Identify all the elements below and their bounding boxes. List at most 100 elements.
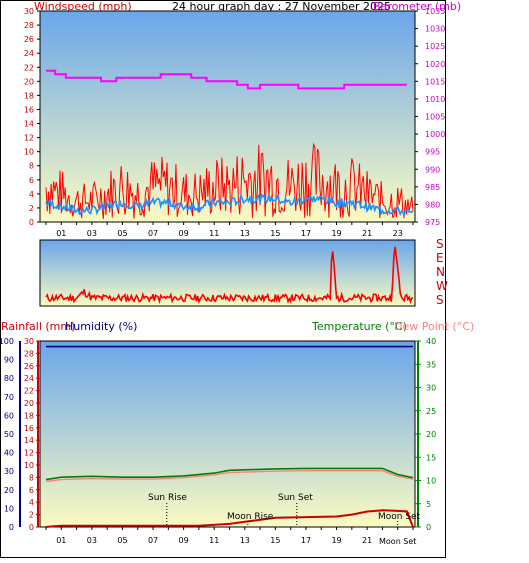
windspeed-tick-label: 8 [29, 162, 34, 171]
temperature-tick-label: 0 [426, 523, 431, 532]
hour-label: 09 [179, 229, 189, 238]
temperature-tick-label: 30 [426, 384, 436, 393]
rainfall-tick-label: 30 [24, 337, 34, 346]
rainfall-tick-label: 0 [29, 523, 34, 532]
windspeed-tick-label: 2 [29, 204, 34, 213]
hour-label: 21 [362, 536, 372, 545]
temperature-series [45, 467, 414, 481]
hour-label: 23 [393, 229, 403, 238]
direction-label: N [436, 265, 445, 279]
hour-label: 07 [148, 536, 158, 545]
hour-label: 13 [240, 229, 250, 238]
direction-label: S [436, 237, 444, 251]
rainfall-tick-label: 24 [24, 374, 34, 383]
wind-barometer-plot-area [39, 10, 416, 223]
temperature-tick-label: 35 [426, 360, 436, 369]
rainfall-tick-label: 26 [24, 362, 34, 371]
dewpoint-series [45, 470, 414, 483]
barometer-tick-label: 995 [425, 148, 440, 157]
windspeed-tick-label: 14 [24, 120, 34, 129]
hour-label: 21 [362, 229, 372, 238]
rainfall-tick-label: 18 [24, 411, 34, 420]
sun-set-label: Sun Set [278, 493, 313, 503]
barometer-tick-label: 1035 [425, 7, 445, 16]
hour-label: 03 [87, 536, 97, 545]
rainfall-tick-label: 8 [29, 473, 34, 482]
wind-average-series [45, 192, 414, 218]
hour-label: 07 [148, 229, 158, 238]
rainfall-tick-label: 6 [29, 486, 34, 495]
humidity-tick-label: 70 [4, 393, 14, 402]
temperature-plot-area [39, 340, 416, 528]
temperature-axis-title: Temperature (°C) [311, 320, 407, 333]
humidity-tick-label: 40 [4, 449, 14, 458]
hour-label: 11 [209, 229, 219, 238]
windspeed-tick-label: 22 [24, 63, 34, 72]
humidity-tick-label: 60 [4, 411, 14, 420]
direction-label: S [436, 293, 444, 307]
wind-direction-series [45, 246, 414, 305]
sun-moon-events [166, 503, 399, 527]
barometer-tick-label: 1030 [425, 25, 445, 34]
windspeed-tick-label: 16 [24, 105, 34, 114]
chart-title: 24 hour graph day : 27 November 2025 [172, 0, 391, 13]
temperature-tick-label: 25 [426, 407, 436, 416]
humidity-tick-label: 90 [4, 356, 14, 365]
wind-gust-series [45, 142, 414, 220]
humidity-tick-label: 50 [4, 430, 14, 439]
rainfall-tick-label: 10 [24, 461, 34, 470]
wind-direction-plot-area [39, 239, 416, 307]
moon-set-label: Moon Set [378, 512, 421, 522]
barometer-tick-label: 1015 [425, 77, 445, 86]
windspeed-tick-label: 12 [24, 134, 34, 143]
hour-label: 09 [179, 536, 189, 545]
time-axis-top: 01 03 05 07 09 11 13 15 17 19 21 23 [45, 222, 414, 238]
temperature-tick-label: 5 [426, 500, 431, 509]
hour-label: 11 [209, 536, 219, 545]
hour-label: 19 [331, 229, 341, 238]
rainfall-tick-label: 16 [24, 424, 34, 433]
hour-label: 03 [87, 229, 97, 238]
rainfall-tick-label: 20 [24, 399, 34, 408]
hour-label: 13 [240, 536, 250, 545]
moon-rise-label: Moon Rise [227, 512, 274, 522]
rainfall-tick-label: 14 [24, 436, 34, 445]
barometer-tick-label: 990 [425, 165, 440, 174]
humidity-axis-title: Humidity (%) [65, 320, 137, 333]
barometer-axis-title: Barometer (mb) [373, 0, 461, 13]
rainfall-tick-label: 28 [24, 349, 34, 358]
direction-label: W [436, 279, 448, 293]
windspeed-tick-label: 18 [24, 91, 34, 100]
rainfall-axis-title: Rainfall (mm) [1, 320, 75, 333]
rainfall-tick-label: 22 [24, 387, 34, 396]
humidity-tick-label: 30 [4, 467, 14, 476]
windspeed-tick-label: 4 [29, 190, 34, 199]
hour-label: 15 [270, 536, 280, 545]
rainfall-series [45, 509, 414, 528]
temperature-tick-label: 10 [426, 477, 436, 486]
hour-label: 01 [56, 536, 66, 545]
humidity-tick-label: 20 [4, 486, 14, 495]
barometer-tick-label: 1005 [425, 113, 445, 122]
barometer-tick-label: 1020 [425, 60, 445, 69]
direction-label: E [436, 251, 444, 265]
humidity-tick-label: 80 [4, 374, 14, 383]
humidity-tick-label: 0 [9, 523, 14, 532]
humidity-tick-label: 100 [0, 337, 14, 346]
windspeed-tick-label: 28 [24, 21, 34, 30]
windspeed-tick-label: 24 [24, 49, 34, 58]
bottom-axes: 0102030405060708090100024681012141618202… [0, 337, 436, 545]
hour-label: 15 [270, 229, 280, 238]
barometer-tick-label: 1025 [425, 42, 445, 51]
hour-label: 19 [331, 536, 341, 545]
windspeed-tick-label: 6 [29, 176, 34, 185]
hour-label: 17 [301, 229, 311, 238]
hour-label: 05 [117, 536, 127, 545]
windspeed-axis-title: Windspeed (mph) [34, 0, 132, 13]
barometer-tick-label: 980 [425, 200, 440, 209]
windspeed-tick-label: 20 [24, 77, 34, 86]
rainfall-tick-label: 4 [29, 498, 34, 507]
